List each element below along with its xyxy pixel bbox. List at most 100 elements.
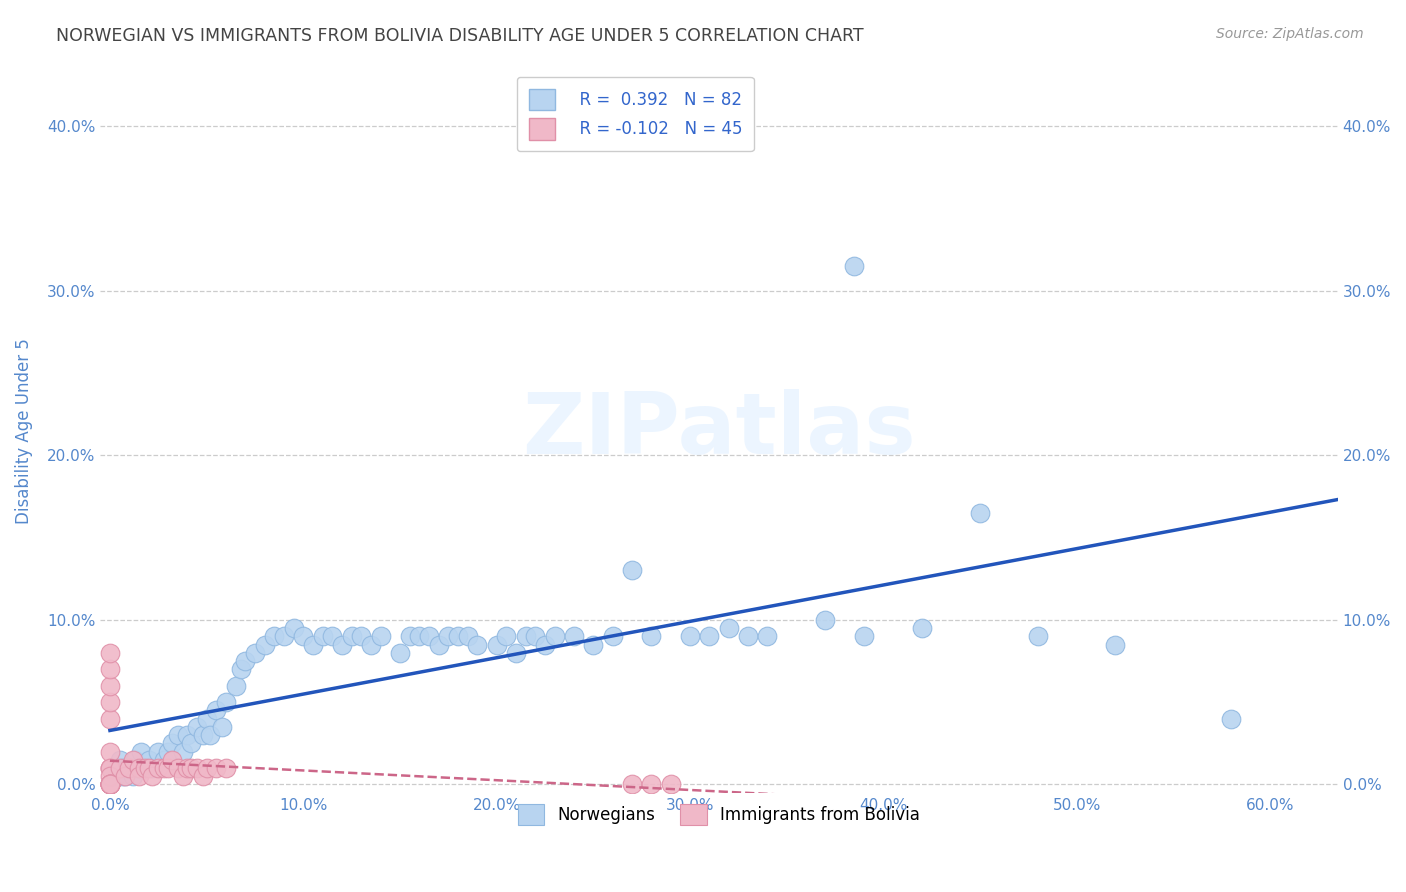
Point: [98, 777, 121, 791]
Point: [98, 777, 121, 791]
Point: [582, 638, 605, 652]
Point: [231, 662, 253, 676]
Point: [195, 761, 218, 775]
Point: [360, 638, 382, 652]
Point: [108, 761, 131, 775]
Point: [104, 769, 127, 783]
Point: [205, 761, 228, 775]
Point: [98, 761, 121, 775]
Point: [180, 761, 202, 775]
Point: [122, 753, 145, 767]
Point: [129, 745, 152, 759]
Point: [640, 629, 662, 643]
Point: [1220, 712, 1243, 726]
Point: [98, 679, 121, 693]
Point: [330, 638, 353, 652]
Point: [534, 638, 557, 652]
Point: [98, 777, 121, 791]
Point: [1026, 629, 1049, 643]
Point: [112, 761, 135, 775]
Point: [98, 769, 121, 783]
Point: [814, 613, 837, 627]
Point: [756, 629, 779, 643]
Point: [659, 777, 682, 791]
Point: [180, 736, 202, 750]
Point: [108, 753, 131, 767]
Point: [969, 506, 991, 520]
Point: [176, 728, 198, 742]
Text: ZIPatlas: ZIPatlas: [522, 389, 915, 472]
Point: [118, 761, 141, 775]
Point: [110, 769, 132, 783]
Point: [160, 736, 183, 750]
Point: [98, 761, 121, 775]
Point: [195, 712, 218, 726]
Point: [138, 761, 160, 775]
Point: [283, 621, 305, 635]
Point: [98, 777, 121, 791]
Point: [191, 728, 214, 742]
Point: [166, 728, 188, 742]
Point: [191, 769, 214, 783]
Point: [388, 646, 411, 660]
Point: [495, 629, 517, 643]
Point: [160, 753, 183, 767]
Point: [98, 777, 121, 791]
Point: [148, 745, 170, 759]
Point: [114, 769, 136, 783]
Point: [186, 761, 208, 775]
Point: [321, 629, 343, 643]
Point: [620, 777, 643, 791]
Point: [114, 769, 136, 783]
Point: [172, 769, 194, 783]
Point: [562, 629, 585, 643]
Point: [263, 629, 285, 643]
Point: [844, 259, 866, 273]
Point: [602, 629, 624, 643]
Point: [457, 629, 479, 643]
Point: [98, 777, 121, 791]
Point: [128, 769, 150, 783]
Point: [153, 753, 176, 767]
Point: [156, 745, 179, 759]
Point: [148, 761, 170, 775]
Point: [141, 761, 163, 775]
Point: [340, 629, 363, 643]
Point: [98, 761, 121, 775]
Point: [98, 646, 121, 660]
Point: [427, 638, 450, 652]
Text: Source: ZipAtlas.com: Source: ZipAtlas.com: [1216, 27, 1364, 41]
Point: [211, 720, 233, 734]
Point: [98, 712, 121, 726]
Point: [302, 638, 325, 652]
Point: [153, 761, 176, 775]
Point: [737, 629, 759, 643]
Point: [640, 777, 662, 791]
Point: [107, 761, 129, 775]
Point: [398, 629, 420, 643]
Point: [485, 638, 508, 652]
Point: [156, 761, 179, 775]
Point: [134, 761, 156, 775]
Point: [225, 679, 247, 693]
Point: [98, 745, 121, 759]
Point: [128, 761, 150, 775]
Point: [697, 629, 720, 643]
Point: [447, 629, 470, 643]
Point: [253, 638, 276, 652]
Y-axis label: Disability Age Under 5: Disability Age Under 5: [15, 338, 32, 524]
Text: NORWEGIAN VS IMMIGRANTS FROM BOLIVIA DISABILITY AGE UNDER 5 CORRELATION CHART: NORWEGIAN VS IMMIGRANTS FROM BOLIVIA DIS…: [56, 27, 863, 45]
Point: [103, 761, 125, 775]
Point: [98, 662, 121, 676]
Point: [122, 769, 145, 783]
Point: [524, 629, 547, 643]
Point: [408, 629, 430, 643]
Point: [679, 629, 702, 643]
Point: [350, 629, 373, 643]
Point: [515, 629, 537, 643]
Point: [124, 753, 146, 767]
Point: [852, 629, 875, 643]
Point: [98, 777, 121, 791]
Point: [138, 753, 160, 767]
Point: [176, 761, 198, 775]
